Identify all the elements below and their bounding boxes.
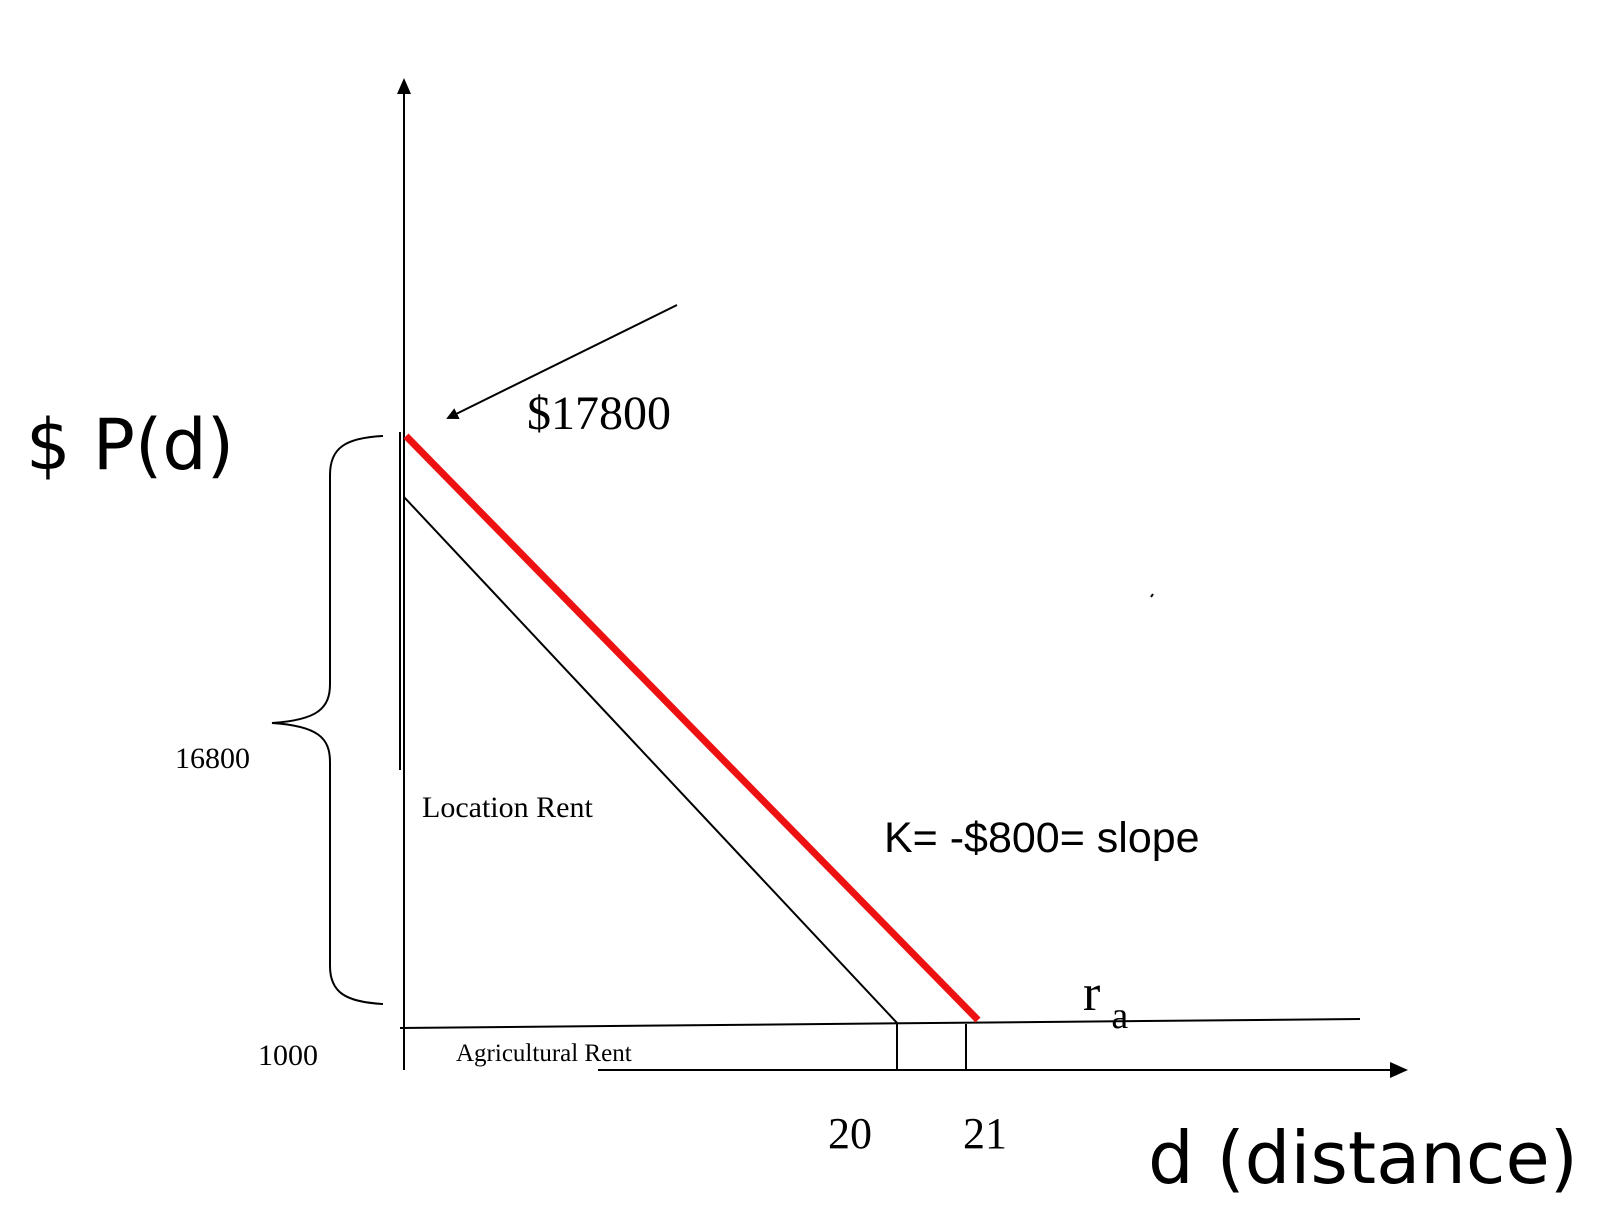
ra-label-main: r	[1083, 965, 1100, 1022]
x-tick-label-21: 21	[963, 1109, 1007, 1158]
highlighted-bid-rent-line	[403, 433, 981, 1023]
ra-label-sub: a	[1111, 995, 1128, 1037]
y-axis-label: $ P(d)	[26, 404, 234, 486]
brace	[271, 435, 384, 1005]
x-tick-label-20: 20	[828, 1109, 872, 1158]
stray-mark	[1150, 593, 1154, 598]
ra-label: r a	[1083, 965, 1128, 1037]
x-axis-label: d (distance)	[1148, 1116, 1578, 1200]
location-rent-label: Location Rent	[422, 791, 593, 824]
bid-rent-line	[403, 496, 899, 1025]
y-axis-arrowhead	[397, 78, 411, 94]
slope-label: K= -$800= slope	[884, 814, 1200, 862]
intercept-label: $17800	[527, 387, 671, 440]
agricultural-rent-line	[399, 1018, 1361, 1029]
x-axis-arrowhead	[1390, 1062, 1408, 1078]
ag-rent-value-label: 1000	[258, 1039, 318, 1072]
brace-label: 16800	[175, 742, 250, 775]
intercept-arrow	[446, 304, 678, 419]
agricultural-rent-label: Agricultural Rent	[456, 1040, 632, 1067]
